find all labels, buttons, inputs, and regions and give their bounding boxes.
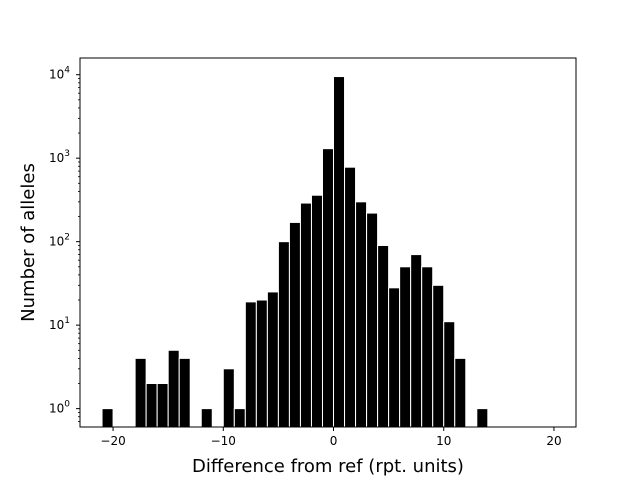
bar-25 [421, 266, 434, 428]
bar-29 [476, 408, 489, 428]
bar-16 [321, 148, 335, 428]
bar-6 [200, 408, 213, 428]
bars-group [101, 76, 489, 428]
bar-9 [244, 301, 257, 428]
y-axis-ticks: 100 101 102 103 104 [49, 66, 80, 422]
x-tick-label: 0 [330, 434, 338, 448]
bar-15 [310, 194, 323, 428]
y-tick-label: 104 [49, 66, 70, 82]
x-tick-label: 10 [436, 434, 451, 448]
bar-26 [432, 284, 445, 428]
bar-14 [299, 202, 312, 428]
bar-19 [355, 201, 368, 428]
y-tick-label: 102 [49, 233, 70, 249]
bar-17 [333, 76, 346, 428]
bar-7 [222, 368, 235, 428]
bar-11 [266, 291, 279, 428]
bar-8 [233, 408, 246, 428]
bar-2 [145, 383, 158, 428]
bar-0 [101, 408, 114, 428]
bar-22 [388, 287, 401, 428]
bar-20 [366, 212, 379, 428]
x-tick-label: −10 [211, 434, 236, 448]
bar-12 [277, 241, 290, 428]
bar-3 [156, 383, 169, 428]
x-tick-label: −20 [100, 434, 125, 448]
bar-13 [288, 221, 301, 428]
x-axis-ticks: −20 −10 0 10 20 [100, 427, 562, 448]
bar-5 [178, 357, 191, 428]
x-tick-label: 20 [546, 434, 561, 448]
y-tick-label: 103 [49, 149, 70, 165]
bar-21 [377, 244, 390, 428]
y-axis-title: Number of alleles [18, 163, 39, 322]
bar-23 [399, 266, 412, 428]
bar-4 [167, 349, 180, 428]
bar-18 [344, 166, 357, 428]
y-tick-label: 100 [49, 400, 70, 416]
bar-28 [454, 357, 467, 428]
x-axis-title: Difference from ref (rpt. units) [192, 456, 464, 477]
plot-frame [79, 57, 577, 428]
bar-24 [410, 254, 423, 428]
bar-10 [255, 299, 268, 428]
y-tick-label: 101 [49, 316, 70, 332]
bar-27 [443, 321, 456, 428]
bar-1 [134, 357, 147, 428]
